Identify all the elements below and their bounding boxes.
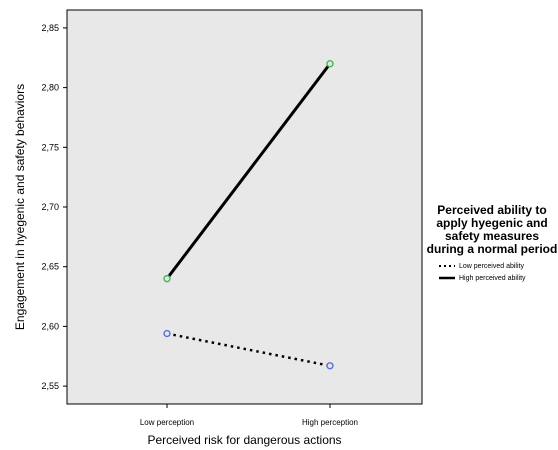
data-point-low-1 bbox=[326, 362, 334, 370]
solid-line-swatch bbox=[439, 276, 455, 280]
y-tick-label: 2,85 bbox=[41, 23, 59, 33]
legend-item-high: High perceived ability bbox=[438, 272, 558, 284]
data-point-high-1 bbox=[326, 60, 334, 68]
series-line-high bbox=[165, 62, 332, 280]
legend-label-high: High perceived ability bbox=[459, 274, 526, 282]
data-point-low-0 bbox=[163, 329, 171, 338]
x-axis: Low perception High perception bbox=[140, 404, 358, 427]
series-line-low bbox=[166, 332, 331, 368]
y-axis-label: Engagement in hyegenic and safety behavi… bbox=[13, 84, 27, 330]
legend-title: Perceived ability to apply hyegenic and … bbox=[426, 203, 558, 256]
y-tick-label: 2,75 bbox=[41, 142, 59, 152]
legend: Perceived ability to apply hyegenic and … bbox=[426, 204, 558, 284]
y-tick-label: 2,60 bbox=[41, 321, 59, 331]
y-tick-label: 2,70 bbox=[41, 202, 59, 212]
x-tick-label: High perception bbox=[302, 418, 358, 427]
series-layer bbox=[163, 60, 334, 370]
data-point-high-0 bbox=[163, 274, 171, 283]
x-tick-label: Low perception bbox=[140, 418, 194, 427]
y-tick-label: 2,55 bbox=[41, 381, 59, 391]
dotted-line-swatch bbox=[439, 265, 455, 267]
y-axis: 2,55 2,60 2,65 2,70 2,75 2,80 2,85 bbox=[41, 23, 67, 391]
plot-area bbox=[66, 9, 423, 405]
y-tick-label: 2,80 bbox=[41, 83, 59, 93]
legend-label-low: Low perceived ability bbox=[459, 262, 524, 270]
legend-item-low: Low perceived ability bbox=[438, 260, 558, 272]
x-axis-label: Perceived risk for dangerous actions bbox=[147, 433, 341, 447]
y-tick-label: 2,65 bbox=[41, 262, 59, 272]
